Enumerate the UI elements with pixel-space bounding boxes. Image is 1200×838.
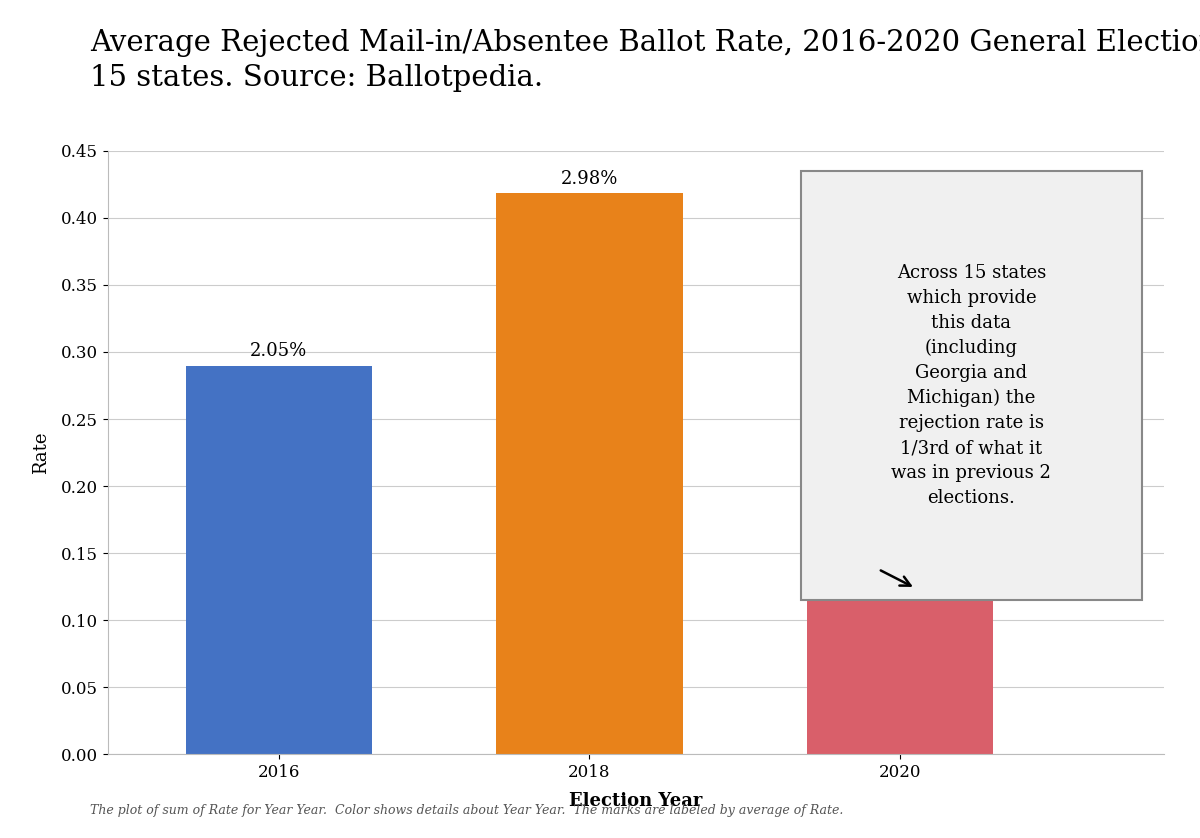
Y-axis label: Rate: Rate <box>32 432 50 473</box>
Bar <box>806 588 994 754</box>
Text: 2.05%: 2.05% <box>250 342 307 360</box>
X-axis label: Election Year: Election Year <box>569 792 703 810</box>
Bar <box>186 365 372 754</box>
Text: Across 15 states
which provide
this data
(including
Georgia and
Michigan) the
re: Across 15 states which provide this data… <box>892 264 1051 507</box>
Text: The plot of sum of Rate for Year Year.  Color shows details about Year Year.  Th: The plot of sum of Rate for Year Year. C… <box>90 804 844 817</box>
Bar <box>497 194 683 754</box>
Text: 0.88%: 0.88% <box>1012 565 1069 583</box>
Text: Average Rejected Mail-in/Absentee Ballot Rate, 2016-2020 General Elections.
15 s: Average Rejected Mail-in/Absentee Ballot… <box>90 29 1200 92</box>
FancyBboxPatch shape <box>800 171 1142 600</box>
Text: 2.98%: 2.98% <box>560 170 618 188</box>
